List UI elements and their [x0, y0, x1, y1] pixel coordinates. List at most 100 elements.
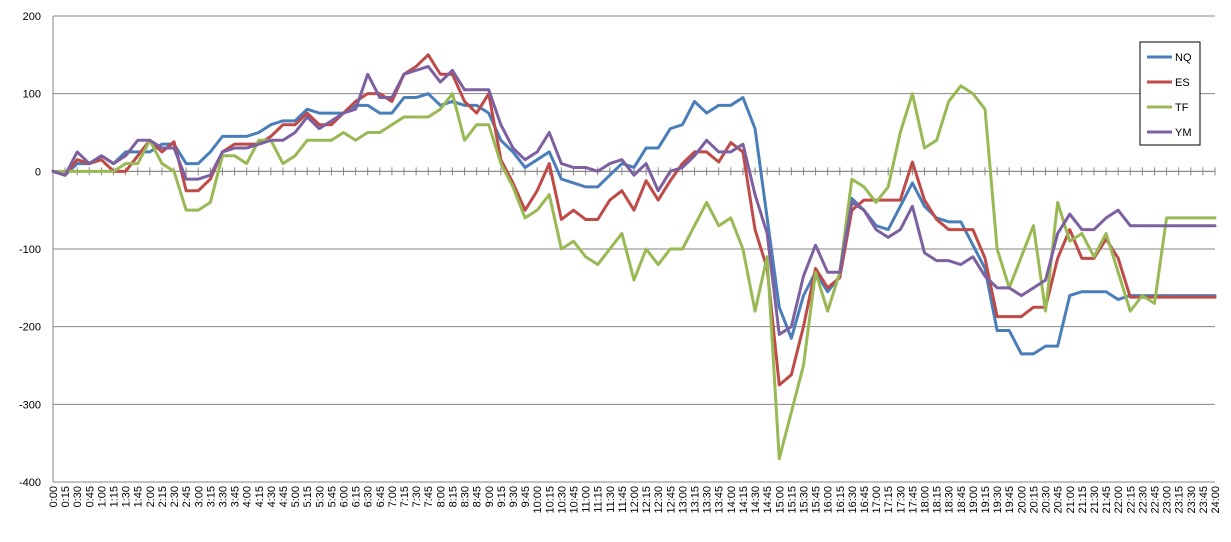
y-tick-label: -100 — [19, 244, 41, 256]
y-axis-tick-labels: -400 -300 -200 -100 0 100 200 — [19, 11, 41, 489]
x-tick-label: 11:45 — [617, 486, 629, 513]
x-tick-label: 18:00 — [920, 486, 932, 514]
y-tick-label: -300 — [19, 399, 41, 411]
x-tick-label: 21:45 — [1101, 486, 1113, 514]
x-tick-label: 14:45 — [762, 486, 774, 514]
y-tick-label: 100 — [23, 89, 41, 101]
x-tick-label: 16:00 — [823, 486, 835, 514]
legend-label-tf: TF — [1175, 102, 1189, 114]
x-tick-label: 8:00 — [435, 486, 447, 507]
x-tick-label: 15:30 — [798, 486, 810, 514]
series-line-es — [51, 53, 1217, 387]
x-tick-label: 1:15 — [109, 486, 121, 507]
x-tick-label: 1:45 — [133, 486, 145, 507]
x-tick-label: 11:30 — [605, 486, 617, 513]
x-tick-label: 10:30 — [556, 486, 568, 514]
x-tick-label: 2:30 — [169, 486, 181, 507]
x-tick-label: 19:15 — [980, 486, 992, 514]
x-tick-label: 5:30 — [314, 486, 326, 507]
x-tick-label: 18:15 — [932, 486, 944, 514]
y-tick-label: -200 — [19, 322, 41, 334]
x-tick-label: 0:30 — [72, 486, 84, 507]
x-tick-label: 22:30 — [1137, 486, 1149, 514]
x-tick-label: 9:45 — [520, 486, 532, 507]
x-tick-label: 9:15 — [496, 486, 508, 507]
x-tick-label: 0:45 — [84, 486, 96, 507]
x-tick-label: 23:00 — [1162, 486, 1174, 514]
x-tick-label: 13:30 — [702, 486, 714, 514]
x-tick-label: 7:45 — [423, 486, 435, 507]
x-tick-label: 10:45 — [568, 486, 580, 514]
x-tick-label: 3:30 — [217, 486, 229, 507]
x-tick-label: 1:00 — [96, 486, 108, 507]
legend-box — [1139, 41, 1201, 146]
x-tick-label: 14:15 — [738, 486, 750, 514]
x-tick-label: 7:00 — [387, 486, 399, 507]
x-tick-label: 2:45 — [181, 486, 193, 507]
x-tick-label: 21:15 — [1077, 486, 1089, 514]
x-tick-label: 11:00 — [581, 486, 593, 513]
x-tick-label: 16:30 — [847, 486, 859, 514]
x-tick-label: 23:45 — [1198, 486, 1210, 514]
x-tick-label: 23:15 — [1174, 486, 1186, 514]
x-tick-label: 12:30 — [653, 486, 665, 514]
x-tick-label: 12:15 — [641, 486, 653, 514]
x-tick-label: 1:30 — [121, 486, 133, 507]
x-tick-label: 10:00 — [532, 486, 544, 514]
x-tick-label: 10:15 — [544, 486, 556, 514]
x-tick-label: 6:30 — [363, 486, 375, 507]
x-tick-label: 4:45 — [278, 486, 290, 507]
x-axis-tick-labels: 0:00 0:15 0:30 0:45 1:00 1:15 1:30 1:45 2:00 2:15… — [48, 486, 1222, 514]
x-tick-label: 8:30 — [460, 486, 472, 507]
x-tick-label: 3:45 — [230, 486, 242, 507]
x-tick-label: 6:15 — [351, 486, 363, 507]
x-tick-label: 12:00 — [629, 486, 641, 514]
x-tick-label: 7:15 — [399, 486, 411, 507]
x-tick-label: 17:30 — [895, 486, 907, 514]
x-tick-label: 20:15 — [1028, 486, 1040, 514]
y-tick-label: -400 — [19, 477, 41, 489]
x-tick-label: 23:30 — [1186, 486, 1198, 514]
x-tick-label: 17:45 — [907, 486, 919, 514]
x-tick-label: 24:00 — [1210, 486, 1222, 514]
legend-label-es: ES — [1175, 77, 1190, 89]
x-tick-label: 13:45 — [714, 486, 726, 514]
x-tick-label: 8:45 — [472, 486, 484, 507]
legend-label-nq: NQ — [1175, 52, 1192, 64]
x-tick-label: 12:45 — [665, 486, 677, 514]
y-tick-label: 200 — [23, 11, 41, 23]
x-tick-label: 18:30 — [944, 486, 956, 514]
series-line-nq — [51, 92, 1217, 356]
x-tick-label: 20:00 — [1016, 486, 1028, 514]
x-tick-label: 5:45 — [326, 486, 338, 507]
x-tick-label: 21:30 — [1089, 486, 1101, 514]
x-tick-label: 19:30 — [992, 486, 1004, 514]
series-line-ym — [51, 64, 1217, 336]
x-tick-label: 20:45 — [1053, 486, 1065, 514]
x-tick-label: 22:45 — [1149, 486, 1161, 514]
x-tick-label: 6:00 — [339, 486, 351, 507]
x-tick-label: 5:15 — [302, 486, 314, 507]
gridlines — [52, 15, 1215, 483]
y-tick-label: 0 — [35, 166, 41, 178]
x-tick-label: 16:15 — [835, 486, 847, 514]
x-tick-label: 8:15 — [447, 486, 459, 507]
x-tick-label: 15:00 — [774, 486, 786, 514]
x-tick-label: 14:00 — [726, 486, 738, 514]
x-tick-label: 7:30 — [411, 486, 423, 507]
x-tick-label: 11:15 — [593, 486, 605, 513]
x-tick-label: 4:15 — [254, 486, 266, 507]
x-tick-label: 9:30 — [508, 486, 520, 507]
x-tick-label: 9:00 — [484, 486, 496, 507]
x-tick-label: 3:00 — [193, 486, 205, 507]
x-tick-label: 21:00 — [1065, 486, 1077, 514]
x-tick-label: 22:15 — [1125, 486, 1137, 514]
legend: NQ ES TF YM — [1139, 41, 1201, 146]
x-tick-label: 17:15 — [883, 486, 895, 514]
legend-label-ym: YM — [1175, 127, 1192, 139]
series-line-tf — [51, 84, 1217, 461]
x-tick-label: 4:30 — [266, 486, 278, 507]
x-tick-label: 13:15 — [690, 486, 702, 514]
x-tick-label: 6:45 — [375, 486, 387, 507]
